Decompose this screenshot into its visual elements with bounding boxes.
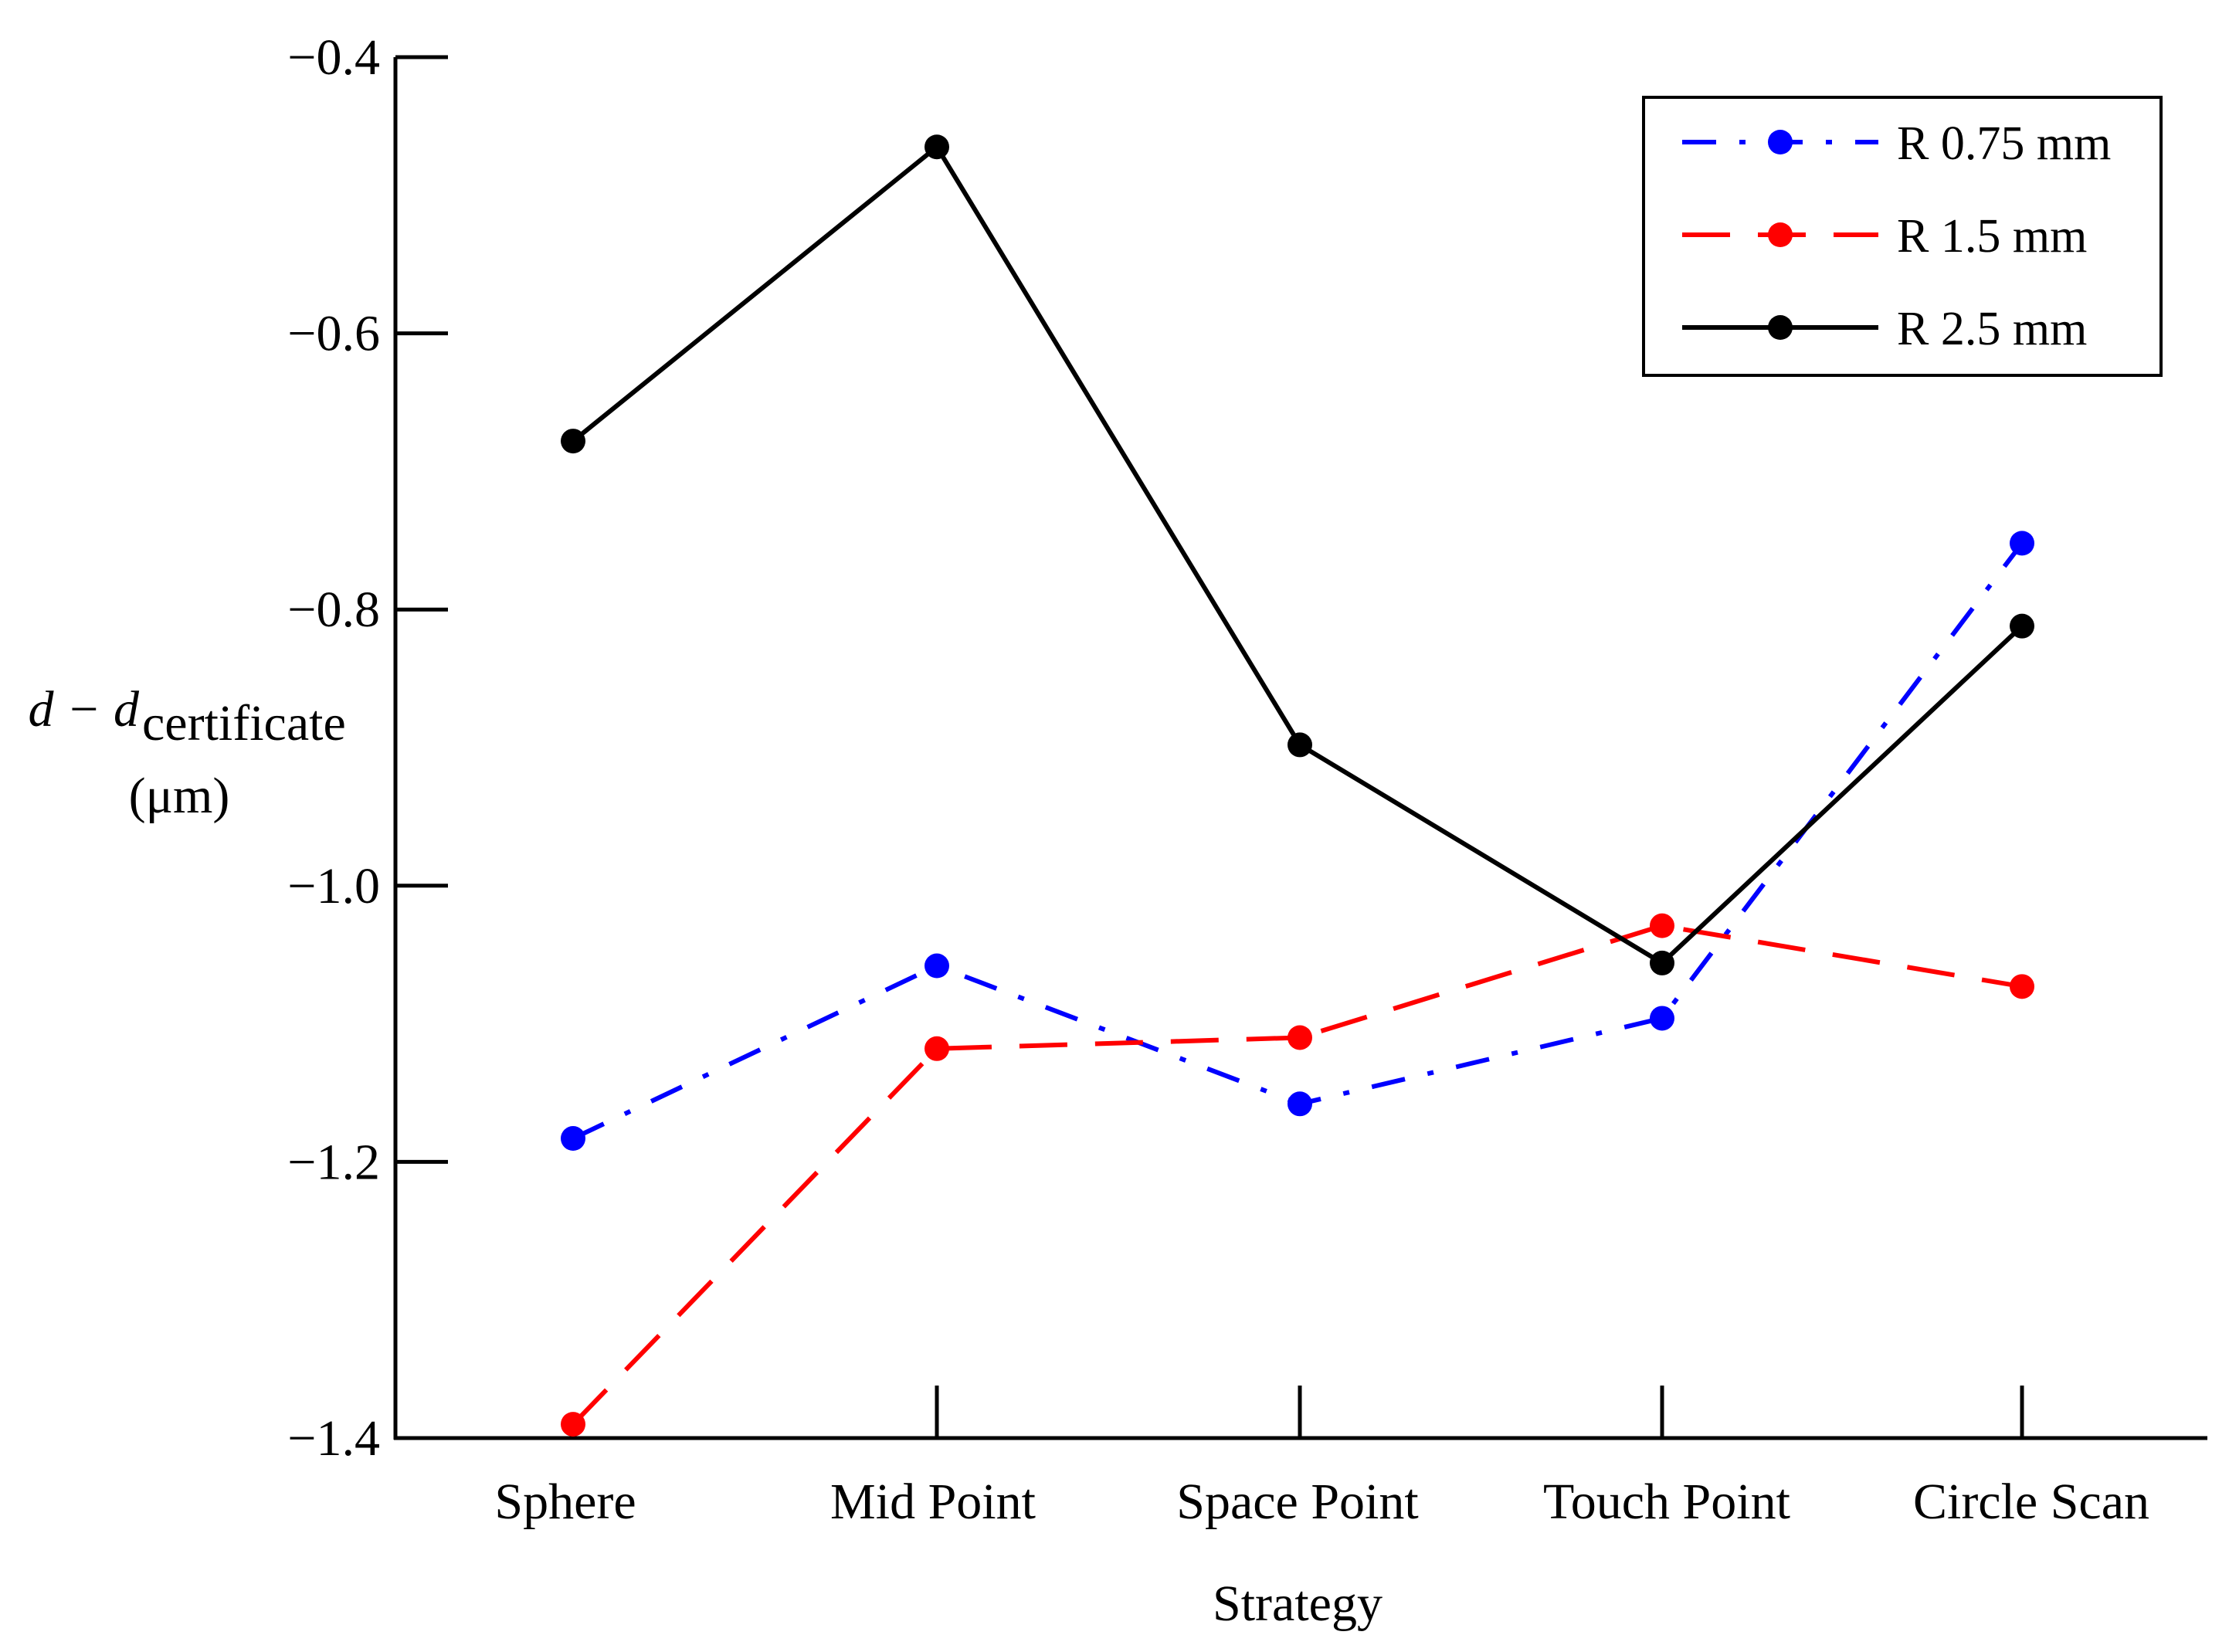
legend-marker xyxy=(1768,130,1793,154)
data-point xyxy=(925,953,949,979)
data-point xyxy=(2010,613,2034,639)
legend-marker xyxy=(1768,222,1793,247)
series-r-1-5-mm xyxy=(561,913,2034,1437)
x-tick-label: Sphere xyxy=(494,1474,636,1530)
y-tick-label: −1.4 xyxy=(287,1410,380,1467)
y-axis-title-main: d − d xyxy=(28,681,140,738)
y-tick-label: −0.6 xyxy=(287,306,380,362)
x-axis-title: Strategy xyxy=(1213,1576,1383,1632)
x-tick-label: Circle Scan xyxy=(1913,1474,2149,1530)
data-point xyxy=(925,134,949,160)
legend-label: R 0.75 mm xyxy=(1897,117,2111,170)
series-r-0-75-mm xyxy=(561,531,2034,1152)
series-line xyxy=(571,923,2023,1426)
y-axis-title-subscript: certificate xyxy=(142,695,346,751)
y-tick-label: −1.2 xyxy=(287,1134,380,1190)
data-point xyxy=(1288,1091,1312,1117)
data-point xyxy=(561,1412,585,1437)
data-point xyxy=(561,429,585,454)
data-point xyxy=(925,1036,949,1061)
y-tick-label: −0.4 xyxy=(287,29,380,86)
data-point xyxy=(2010,974,2034,999)
x-tick-label: Mid Point xyxy=(830,1474,1036,1530)
legend-label: R 1.5 mm xyxy=(1897,210,2087,263)
series-group xyxy=(561,134,2034,1437)
series-r-2-5-mm xyxy=(561,134,2034,975)
y-tick-label: −0.8 xyxy=(287,582,380,638)
data-point xyxy=(1650,913,1674,938)
data-point xyxy=(1650,950,1674,975)
y-axis-title-unit: (μm) xyxy=(129,768,230,824)
y-tick-label: −1.0 xyxy=(287,858,380,914)
data-point xyxy=(2010,531,2034,556)
x-tick-label: Touch Point xyxy=(1543,1474,1790,1530)
legend: R 0.75 mm R 1.5 mm R 2.5 mm xyxy=(1642,96,2163,377)
x-ticks: Sphere Mid Point Space Point Touch Point Cir… xyxy=(494,1386,2149,1530)
data-point xyxy=(1650,1006,1674,1031)
legend-marker xyxy=(1768,315,1793,340)
legend-items: R 0.75 mm R 1.5 mm R 2.5 mm xyxy=(1682,117,2111,355)
y-axis-title: d − d certificate (μm) xyxy=(28,681,345,824)
data-point xyxy=(561,1126,585,1152)
data-point xyxy=(1288,1025,1312,1050)
legend-label: R 2.5 mm xyxy=(1897,303,2087,355)
y-ticks: −0.4 −0.6 −0.8 −1.0 −1.2 −1.4 xyxy=(287,29,448,1467)
x-tick-label: Space Point xyxy=(1176,1474,1418,1530)
data-point xyxy=(1288,732,1312,758)
